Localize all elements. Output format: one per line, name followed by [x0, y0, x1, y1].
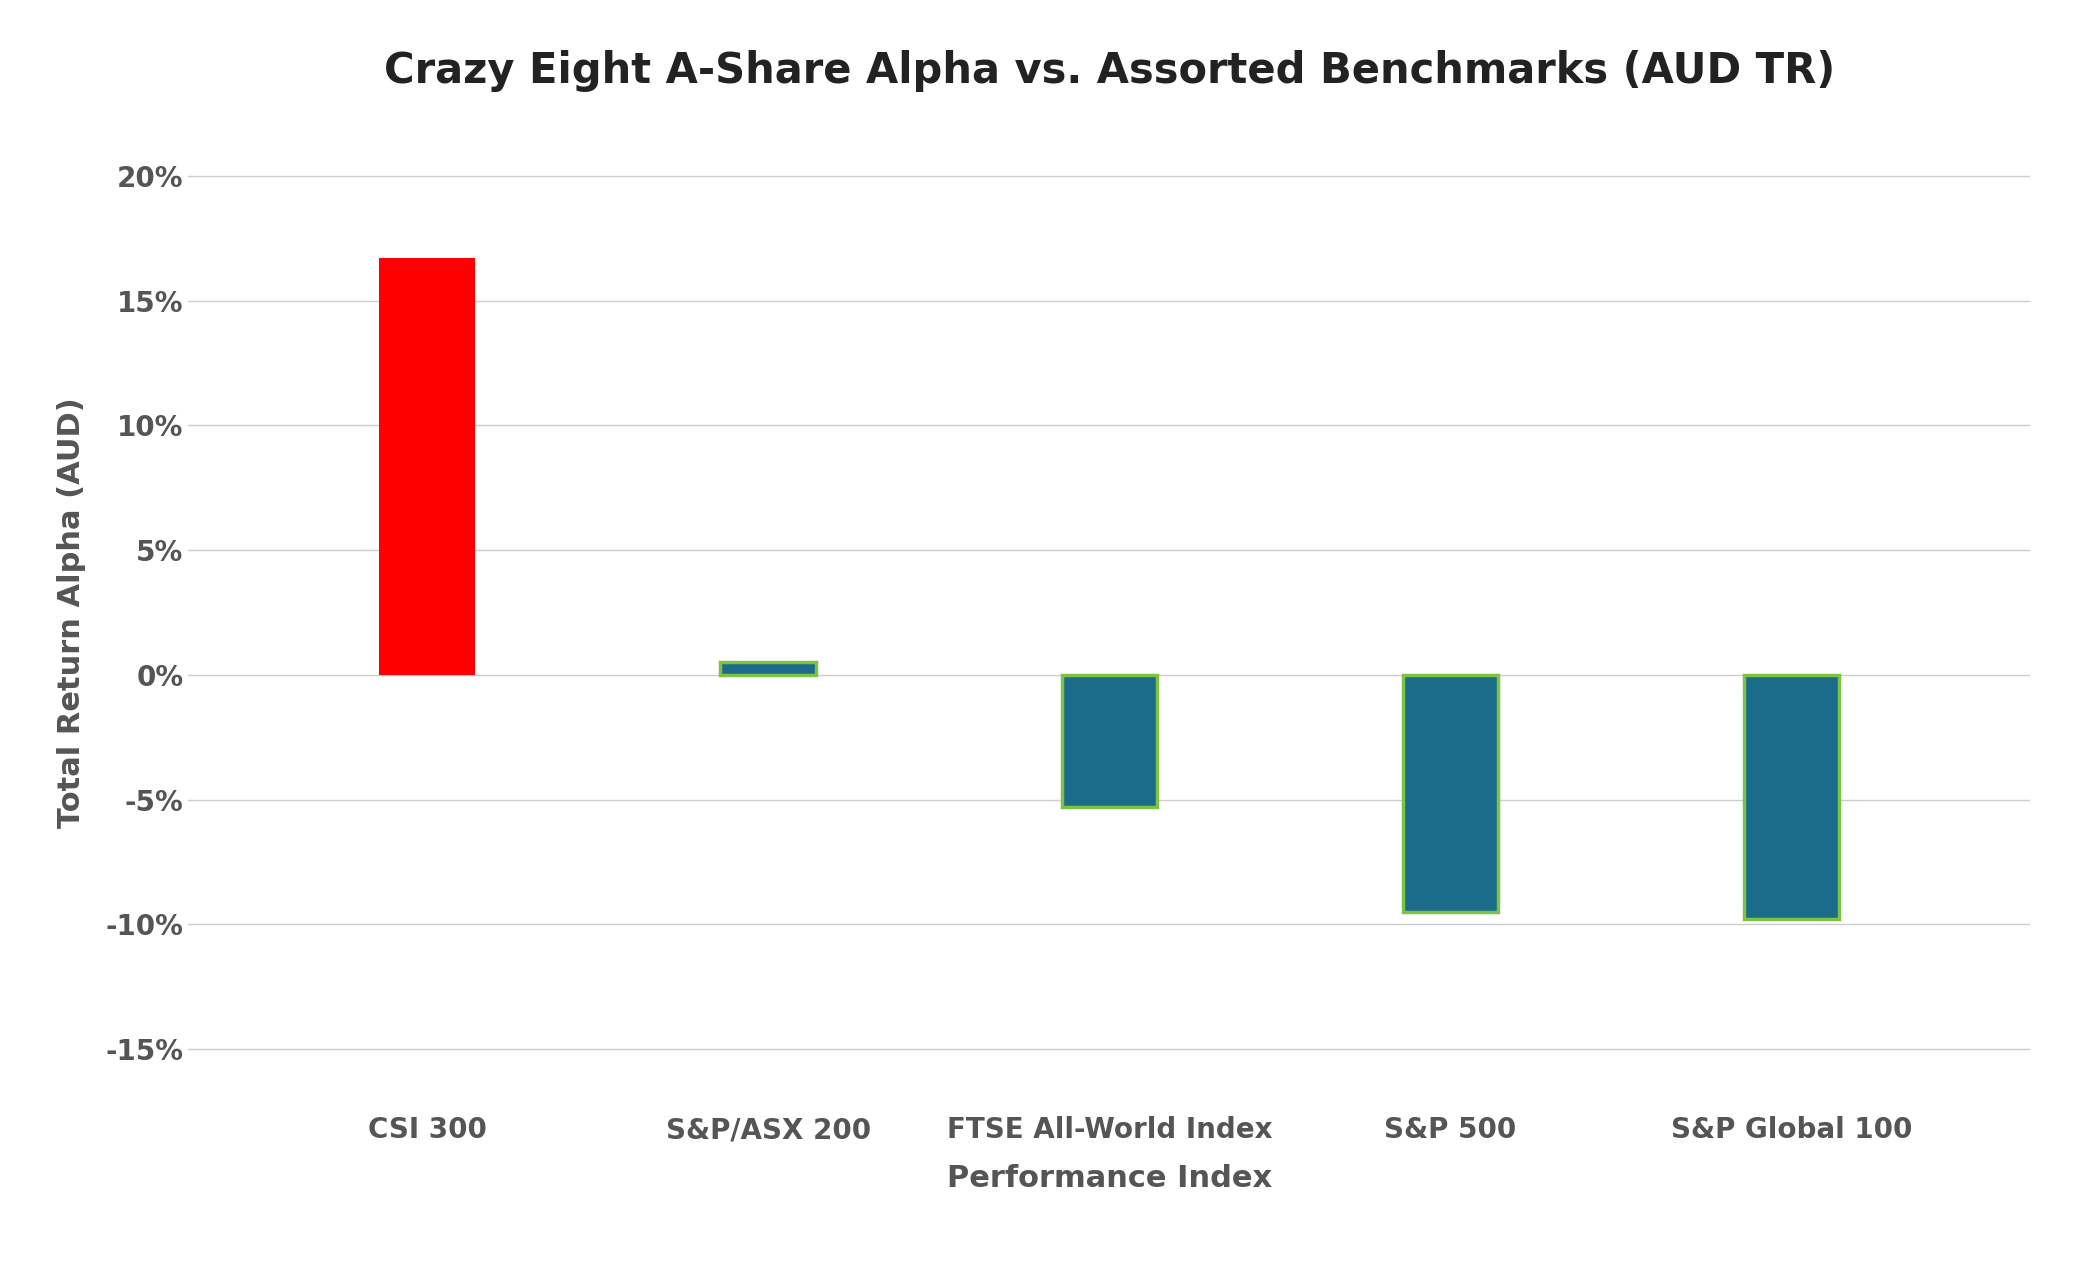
Bar: [1061, 674, 1157, 807]
Bar: [1743, 674, 1840, 919]
Title: Crazy Eight A-Share Alpha vs. Assorted Benchmarks (AUD TR): Crazy Eight A-Share Alpha vs. Assorted B…: [383, 51, 1836, 92]
Bar: [1402, 674, 1499, 912]
Bar: [720, 663, 816, 674]
X-axis label: Performance Index: Performance Index: [946, 1163, 1273, 1192]
Y-axis label: Total Return Alpha (AUD): Total Return Alpha (AUD): [57, 397, 86, 829]
Bar: [379, 259, 475, 674]
